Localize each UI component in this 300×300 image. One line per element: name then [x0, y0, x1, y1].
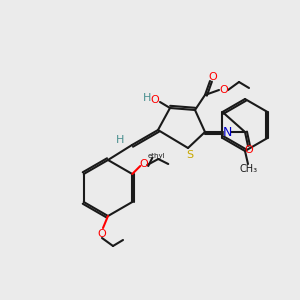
Text: O: O	[140, 159, 148, 169]
Text: S: S	[186, 150, 194, 160]
Text: N: N	[222, 125, 232, 139]
Text: CH₃: CH₃	[240, 164, 258, 174]
Text: O: O	[98, 229, 106, 239]
Text: O: O	[208, 72, 217, 82]
Text: O: O	[151, 95, 159, 105]
Text: O: O	[244, 145, 253, 155]
Text: H: H	[116, 135, 124, 145]
Text: H: H	[143, 93, 151, 103]
Text: ethyl: ethyl	[147, 153, 165, 159]
Text: O: O	[220, 85, 228, 95]
